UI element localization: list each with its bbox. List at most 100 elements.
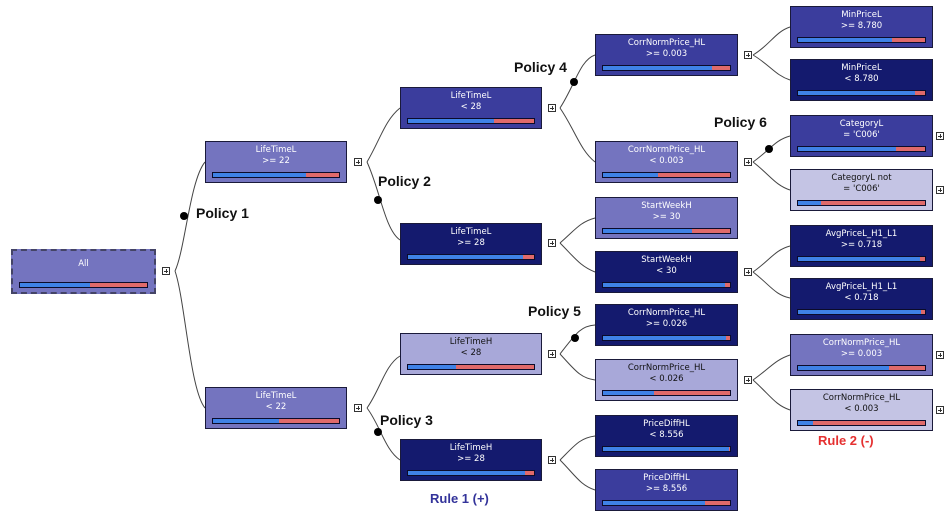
- bar-blue-fill: [798, 38, 892, 42]
- bar-blue-fill: [603, 229, 692, 233]
- expand-toggle-icon[interactable]: [936, 351, 944, 359]
- node-attribute: PriceDiffHL: [643, 473, 690, 483]
- policy-2-label: Policy 2: [378, 173, 431, 189]
- tree-node-avgpricel-lt-0718[interactable]: AvgPriceL_H1_L1 < 0.718: [790, 278, 933, 320]
- node-condition: >= 8.780: [840, 21, 883, 31]
- bar-blue-fill: [798, 366, 890, 370]
- bar-blue-fill: [408, 119, 494, 123]
- expand-toggle-icon[interactable]: [548, 239, 556, 247]
- node-attribute: MinPriceL: [841, 63, 882, 73]
- tree-node-corrnormprice-ge-0003[interactable]: CorrNormPrice_HL >= 0.003: [595, 34, 738, 76]
- bar-blue-fill: [408, 255, 523, 259]
- node-attribute: AvgPriceL_H1_L1: [825, 282, 898, 292]
- class-distribution-bar: [602, 65, 731, 71]
- bar-blue-fill: [408, 365, 456, 369]
- node-attribute: CorrNormPrice_HL: [627, 38, 706, 48]
- bar-blue-fill: [798, 201, 821, 205]
- expand-toggle-icon[interactable]: [936, 186, 944, 194]
- tree-node-lifetimeh-lt-28[interactable]: LifeTimeH < 28: [400, 333, 542, 375]
- node-condition: < 0.026: [649, 374, 684, 384]
- bar-blue-fill: [408, 471, 526, 475]
- node-attribute: MinPriceL: [841, 10, 882, 20]
- tree-node-avgpricel-ge-0718[interactable]: AvgPriceL_H1_L1 >= 0.718: [790, 225, 933, 267]
- expand-toggle-icon[interactable]: [744, 158, 752, 166]
- tree-node-lifetimel-lt-28[interactable]: LifeTimeL < 28: [400, 87, 542, 129]
- tree-node-corrnormprice-ge-0026[interactable]: CorrNormPrice_HL >= 0.026: [595, 304, 738, 346]
- class-distribution-bar: [19, 282, 148, 288]
- policy-1-label: Policy 1: [196, 205, 249, 221]
- node-attribute: LifeTimeL: [450, 227, 492, 237]
- class-distribution-bar: [602, 446, 731, 452]
- node-condition: >= 8.556: [645, 484, 688, 494]
- tree-node-corrnormprice-lt-0003-b[interactable]: CorrNormPrice_HL < 0.003: [790, 389, 933, 431]
- class-distribution-bar: [797, 90, 926, 96]
- class-distribution-bar: [797, 365, 926, 371]
- bar-blue-fill: [603, 173, 658, 177]
- policy-2-marker: [374, 196, 382, 204]
- bar-blue-fill: [798, 257, 920, 261]
- tree-node-lifetimel-ge-22[interactable]: LifeTimeL >= 22: [205, 141, 347, 183]
- tree-node-startweekh-ge-30[interactable]: StartWeekH >= 30: [595, 197, 738, 239]
- tree-node-pricediffhl-lt-8556[interactable]: PriceDiffHL < 8.556: [595, 415, 738, 457]
- expand-toggle-icon[interactable]: [548, 350, 556, 358]
- policy-3-label: Policy 3: [380, 412, 433, 428]
- class-distribution-bar: [797, 200, 926, 206]
- tree-node-minpricel-ge-8780[interactable]: MinPriceL >= 8.780: [790, 6, 933, 48]
- expand-toggle-icon[interactable]: [548, 104, 556, 112]
- expand-toggle-icon[interactable]: [162, 267, 170, 275]
- node-condition: < 28: [460, 102, 482, 112]
- expand-toggle-icon[interactable]: [744, 268, 752, 276]
- class-distribution-bar: [602, 282, 731, 288]
- expand-toggle-icon[interactable]: [354, 404, 362, 412]
- tree-node-corrnormprice-ge-0003-b[interactable]: CorrNormPrice_HL >= 0.003: [790, 334, 933, 376]
- node-attribute: AvgPriceL_H1_L1: [825, 229, 898, 239]
- expand-toggle-icon[interactable]: [936, 406, 944, 414]
- tree-node-categoryl-eq-c006[interactable]: CategoryL = 'C006': [790, 115, 933, 157]
- node-condition: >= 0.026: [645, 319, 688, 329]
- rule-2-label: Rule 2 (-): [818, 433, 874, 448]
- node-condition: >= 0.003: [645, 49, 688, 59]
- bar-blue-fill: [603, 336, 727, 340]
- bar-blue-fill: [603, 66, 713, 70]
- class-distribution-bar: [407, 470, 535, 476]
- node-condition: >= 0.718: [840, 240, 883, 250]
- expand-toggle-icon[interactable]: [936, 132, 944, 140]
- node-condition: < 8.556: [649, 430, 684, 440]
- node-attribute: StartWeekH: [641, 201, 692, 211]
- node-attribute: CorrNormPrice_HL: [627, 145, 706, 155]
- expand-toggle-icon[interactable]: [744, 51, 752, 59]
- expand-toggle-icon[interactable]: [744, 376, 752, 384]
- tree-node-corrnormprice-lt-0026[interactable]: CorrNormPrice_HL < 0.026: [595, 359, 738, 401]
- tree-node-corrnormprice-lt-0003[interactable]: CorrNormPrice_HL < 0.003: [595, 141, 738, 183]
- node-condition: < 22: [265, 402, 287, 412]
- tree-node-lifetimel-ge-28[interactable]: LifeTimeL >= 28: [400, 223, 542, 265]
- bar-blue-fill: [20, 283, 90, 287]
- tree-node-root[interactable]: All: [11, 249, 156, 294]
- node-attribute: CategoryL: [839, 119, 884, 129]
- node-attribute: LifeTimeH: [449, 443, 493, 453]
- node-condition: >= 0.003: [840, 349, 883, 359]
- node-attribute: LifeTimeH: [449, 337, 493, 347]
- policy-4-label: Policy 4: [514, 59, 567, 75]
- node-attribute: StartWeekH: [641, 255, 692, 265]
- class-distribution-bar: [407, 254, 535, 260]
- policy-1-marker: [180, 212, 188, 220]
- tree-node-pricediffhl-ge-8556[interactable]: PriceDiffHL >= 8.556: [595, 469, 738, 511]
- tree-node-lifetimeh-ge-28[interactable]: LifeTimeH >= 28: [400, 439, 542, 481]
- tree-node-startweekh-lt-30[interactable]: StartWeekH < 30: [595, 251, 738, 293]
- class-distribution-bar: [602, 228, 731, 234]
- bar-blue-fill: [213, 173, 307, 177]
- expand-toggle-icon[interactable]: [354, 158, 362, 166]
- class-distribution-bar: [797, 309, 926, 315]
- expand-toggle-icon[interactable]: [548, 456, 556, 464]
- policy-6-marker: [765, 145, 773, 153]
- node-attribute: LifeTimeL: [255, 145, 297, 155]
- policy-4-marker: [570, 78, 578, 86]
- bar-blue-fill: [798, 421, 814, 425]
- tree-node-lifetimel-lt-22[interactable]: LifeTimeL < 22: [205, 387, 347, 429]
- tree-node-categoryl-not-c006[interactable]: CategoryL not = 'C006': [790, 169, 933, 211]
- class-distribution-bar: [797, 420, 926, 426]
- bar-blue-fill: [213, 419, 279, 423]
- tree-node-minpricel-lt-8780[interactable]: MinPriceL < 8.780: [790, 59, 933, 101]
- class-distribution-bar: [797, 146, 926, 152]
